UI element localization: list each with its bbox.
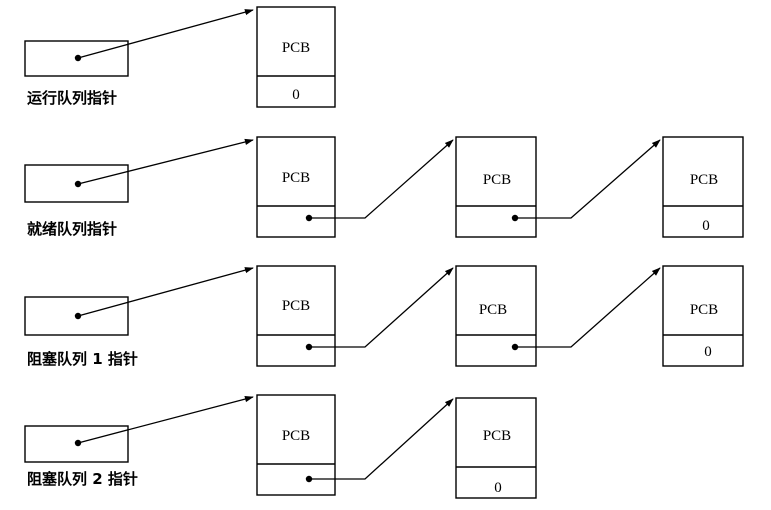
pcb-title: PCB (483, 172, 511, 188)
pcb-next-null: 0 (494, 480, 502, 496)
pcb-title: PCB (282, 298, 310, 314)
queue-label: 阻塞队列 1 指针 (27, 350, 138, 368)
pcb-node: PCB (256, 394, 454, 496)
pcb-node: PCB 0 (662, 136, 744, 238)
next-arrow (309, 267, 454, 348)
pointer-arrow (77, 267, 254, 317)
pcb-node: PCB (256, 265, 454, 367)
queue-label: 阻塞队列 2 指针 (27, 470, 138, 488)
pcb-node: PCB (256, 136, 454, 238)
queue-blocked-1: 阻塞队列 1 指针 PCB PCB PCB 0 (24, 265, 744, 368)
pcb-title: PCB (479, 302, 507, 318)
pcb-node: PCB (455, 136, 661, 238)
pcb-next-null: 0 (292, 87, 300, 103)
next-arrow (515, 267, 661, 348)
pcb-title: PCB (282, 170, 310, 186)
pcb-node: PCB 0 (662, 265, 744, 367)
pcb-node: PCB 0 (455, 397, 537, 499)
queue-blocked-2: 阻塞队列 2 指针 PCB PCB 0 (24, 394, 537, 499)
pcb-title: PCB (483, 428, 511, 444)
pcb-title: PCB (690, 172, 718, 188)
next-arrow (515, 139, 661, 219)
pcb-title: PCB (282, 428, 310, 444)
next-arrow (309, 139, 454, 219)
pointer-arrow (77, 396, 254, 444)
pointer-arrow (77, 9, 254, 59)
pcb-node: PCB (455, 265, 661, 367)
queue-label: 运行队列指针 (27, 89, 117, 107)
pcb-node: PCB 0 (256, 6, 336, 108)
pcb-title: PCB (690, 302, 718, 318)
pcb-next-null: 0 (702, 218, 710, 234)
queue-running: 运行队列指针 PCB 0 (24, 6, 336, 108)
next-arrow (309, 398, 454, 480)
queue-label: 就绪队列指针 (27, 220, 117, 238)
queue-ready: 就绪队列指针 PCB PCB PCB 0 (24, 136, 744, 238)
pcb-title: PCB (282, 40, 310, 56)
pointer-arrow (77, 138, 254, 185)
pcb-next-null: 0 (704, 344, 712, 360)
